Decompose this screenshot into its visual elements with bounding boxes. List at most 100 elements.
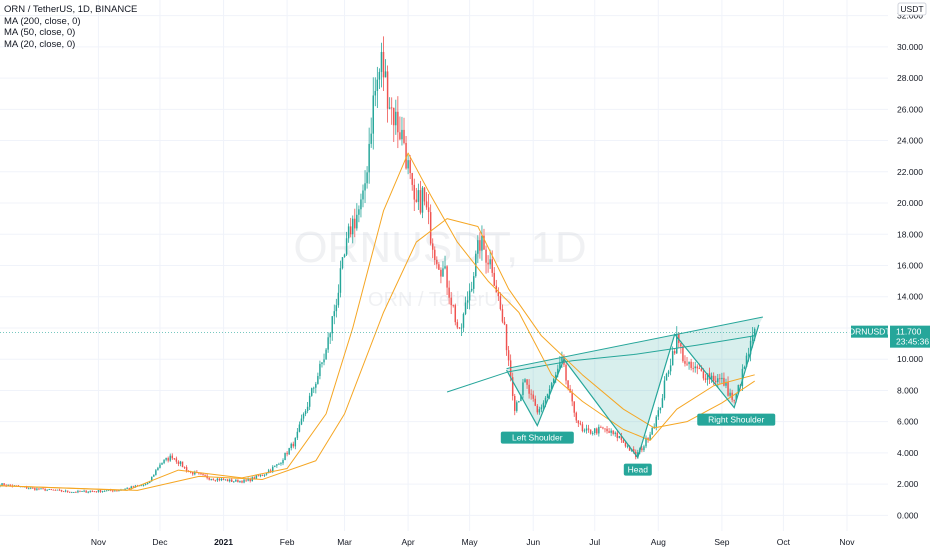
annotation-left-shoulder: Left Shoulder [500,431,574,444]
candle-body [721,377,723,380]
candle-body [62,491,65,493]
candle-body [684,361,686,364]
candle-body [317,376,319,384]
candle-body [81,491,83,492]
candle-body [577,420,580,424]
candle-body [75,492,77,493]
candle-body [347,226,350,239]
candle-body [460,327,463,329]
candle-body [44,488,46,491]
candle-body [95,491,98,493]
candle-body [304,411,307,414]
indicator-ma50[interactable]: MA (50, close, 0) [4,27,76,38]
time-tick-label: 2021 [214,537,233,547]
candle-body [235,479,237,482]
candle-body [208,478,210,480]
candle-body [146,482,149,485]
candle-body [376,79,379,91]
candle-body [417,190,420,202]
candle-body [725,381,727,386]
candle-body [452,305,454,306]
candle-body [222,478,225,480]
candle-body [659,407,662,411]
candle-body [233,481,235,483]
candle-body [454,305,457,323]
candle-body [7,484,9,486]
candle-body [405,142,407,169]
candle-body [620,435,623,441]
candle-body [436,259,438,265]
candle-body [485,249,487,263]
candle-body [56,489,59,491]
candle-body [105,490,108,492]
candle-body [310,388,313,396]
time-tick-label: Jul [589,537,600,547]
candle-body [464,302,467,314]
candle-body [288,448,290,455]
candle-body [354,218,356,229]
indicator-ma20[interactable]: MA (20, close, 0) [4,38,76,50]
candle-body [429,212,432,244]
candle-body [181,461,184,468]
candle-body [585,428,588,431]
candle-body [321,362,323,364]
candle-body [362,190,364,200]
candle-body [278,463,280,465]
candle-body [589,429,592,434]
candle-body [282,460,284,464]
price-tick-label: 22.000 [897,167,923,177]
candle-body [393,107,395,126]
candle-body [313,387,315,389]
candle-body [214,479,217,481]
candle-body [411,173,413,185]
candle-body [202,474,204,475]
candle-body [259,474,262,477]
ma50-line [0,218,755,491]
candle-body [501,309,504,322]
candle-body [524,379,526,383]
candle-body [690,361,692,368]
candle-body [522,382,524,395]
candle-body [161,463,163,465]
candle-body [610,430,612,433]
time-tick-label: Aug [651,537,666,547]
candle-body [323,359,325,363]
candle-body [602,427,604,429]
indicator-ma200[interactable]: MA (200, close, 0) [4,15,81,27]
candle-body [503,321,506,325]
candle-body [50,489,53,490]
candle-body [280,463,282,465]
candle-body [198,472,200,474]
price-tick-label: 30.000 [897,42,923,52]
candle-body [567,380,569,389]
candle-body [714,380,717,383]
candle-body [657,410,660,417]
candle-body [103,491,106,492]
candle-body [343,254,346,258]
annotation-box [500,431,574,444]
candle-body [30,487,32,489]
candle-body [667,371,670,374]
candle-body [704,378,707,380]
candle-body [315,383,317,388]
candle-body [292,443,295,447]
price-tick-label: 26.000 [897,104,923,114]
pattern-fill [506,317,763,458]
candle-body [712,375,715,381]
candle-body [608,431,610,433]
annotation-head: Head [623,463,652,476]
annotation-label: Left Shoulder [512,433,563,443]
candle-body [493,272,495,286]
candle-body [438,264,440,270]
candle-body [542,402,545,408]
candle-body [491,259,493,273]
candle-body [747,354,750,356]
candle-body [284,452,286,461]
candle-body [614,432,616,434]
candle-body [204,474,206,476]
candle-body [97,490,100,492]
candle-body [743,367,746,369]
candle-body [157,467,159,471]
candle-body [649,434,651,440]
